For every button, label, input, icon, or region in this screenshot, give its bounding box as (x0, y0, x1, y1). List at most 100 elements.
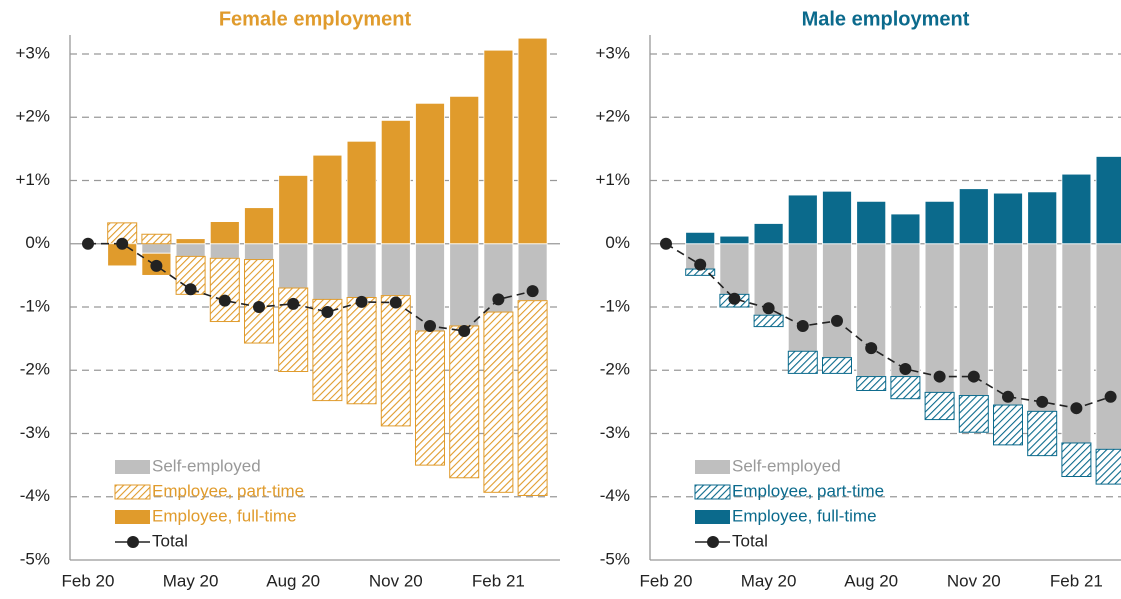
total-point (762, 302, 775, 315)
y-tick-label: -4% (600, 486, 630, 505)
legend-label: Employee, full-time (732, 506, 877, 525)
bar (1027, 191, 1058, 245)
total-point (1070, 402, 1083, 415)
legend-swatch (127, 536, 139, 548)
bar (787, 194, 818, 245)
total-point (899, 362, 912, 375)
legend-swatch (114, 484, 151, 500)
bar (890, 376, 921, 400)
bar (483, 311, 514, 493)
bar (685, 231, 716, 245)
x-tick-label: Feb 21 (1050, 571, 1103, 590)
y-tick-label: +3% (596, 43, 631, 62)
y-tick-label: -5% (20, 549, 50, 568)
x-tick-label: May 20 (741, 571, 797, 590)
y-tick-label: -5% (600, 549, 630, 568)
bar (787, 243, 818, 352)
x-tick-label: Feb 20 (62, 571, 115, 590)
bar (141, 233, 172, 245)
y-tick-label: +1% (596, 170, 631, 189)
bar (415, 330, 445, 466)
total-point (389, 296, 402, 309)
y-tick-label: -4% (20, 486, 50, 505)
total-point (831, 314, 843, 327)
bar (822, 243, 852, 358)
chart-title: Male employment (802, 8, 970, 30)
bar (415, 243, 445, 332)
bar (890, 243, 921, 377)
bar (175, 243, 206, 257)
y-tick-label: +3% (16, 43, 51, 62)
bar (517, 37, 548, 245)
total-point (424, 319, 436, 332)
bar (209, 243, 240, 259)
legend-swatch (707, 536, 719, 548)
bar (1095, 243, 1121, 450)
total-point (1104, 390, 1117, 403)
bar (1061, 173, 1092, 245)
bar (856, 200, 887, 245)
y-tick-label: -2% (20, 360, 50, 379)
legend-label: Self-employed (152, 456, 261, 475)
bar (415, 102, 445, 245)
total-point (321, 306, 334, 319)
total-point (967, 370, 980, 383)
bar (346, 297, 377, 405)
y-tick-label: -3% (20, 423, 50, 442)
legend-label: Self-employed (732, 456, 841, 475)
legend-swatch (115, 460, 150, 474)
legend-label: Employee, part-time (152, 481, 304, 500)
bar (753, 223, 784, 245)
bar (1027, 243, 1058, 412)
total-point (492, 293, 505, 306)
x-tick-label: Nov 20 (947, 571, 1001, 590)
legend-swatch (694, 484, 731, 500)
y-tick-label: -2% (600, 360, 630, 379)
total-point (1036, 395, 1049, 408)
bar (244, 243, 274, 260)
legend-label: Employee, part-time (732, 481, 884, 500)
bar (141, 243, 172, 254)
bar (312, 243, 343, 300)
total-point (728, 292, 741, 305)
bar (890, 213, 921, 245)
bar (856, 376, 887, 391)
bar (822, 357, 852, 374)
total-point (458, 325, 471, 338)
bar (1095, 448, 1121, 485)
bar (346, 243, 377, 298)
bar (993, 404, 1023, 446)
bar (380, 295, 411, 427)
bar (958, 243, 989, 396)
total-point (796, 319, 809, 332)
x-tick-label: May 20 (163, 571, 219, 590)
x-tick-label: Feb 20 (640, 571, 693, 590)
legend-swatch (695, 510, 730, 524)
bar (244, 207, 274, 245)
y-tick-label: 0% (605, 233, 630, 252)
bar (1095, 156, 1121, 245)
total-point (933, 370, 946, 383)
legend-swatch (695, 460, 730, 474)
x-tick-label: Feb 21 (472, 571, 525, 590)
bar (856, 243, 887, 377)
bar (312, 154, 343, 245)
bar (924, 243, 955, 393)
bar (719, 235, 750, 245)
x-tick-label: Aug 20 (266, 571, 320, 590)
y-tick-label: -1% (600, 296, 630, 315)
y-tick-label: -3% (600, 423, 630, 442)
total-point (1002, 390, 1014, 403)
x-tick-label: Nov 20 (369, 571, 423, 590)
y-tick-label: +2% (16, 107, 51, 126)
legend-label: Employee, full-time (152, 506, 297, 525)
bar (209, 221, 240, 245)
y-tick-label: 0% (25, 233, 50, 252)
bar (209, 257, 240, 323)
bar (924, 200, 955, 245)
total-point (287, 297, 300, 310)
bar (993, 243, 1023, 406)
total-point (218, 294, 231, 307)
bar (958, 395, 989, 433)
bar (380, 243, 411, 297)
